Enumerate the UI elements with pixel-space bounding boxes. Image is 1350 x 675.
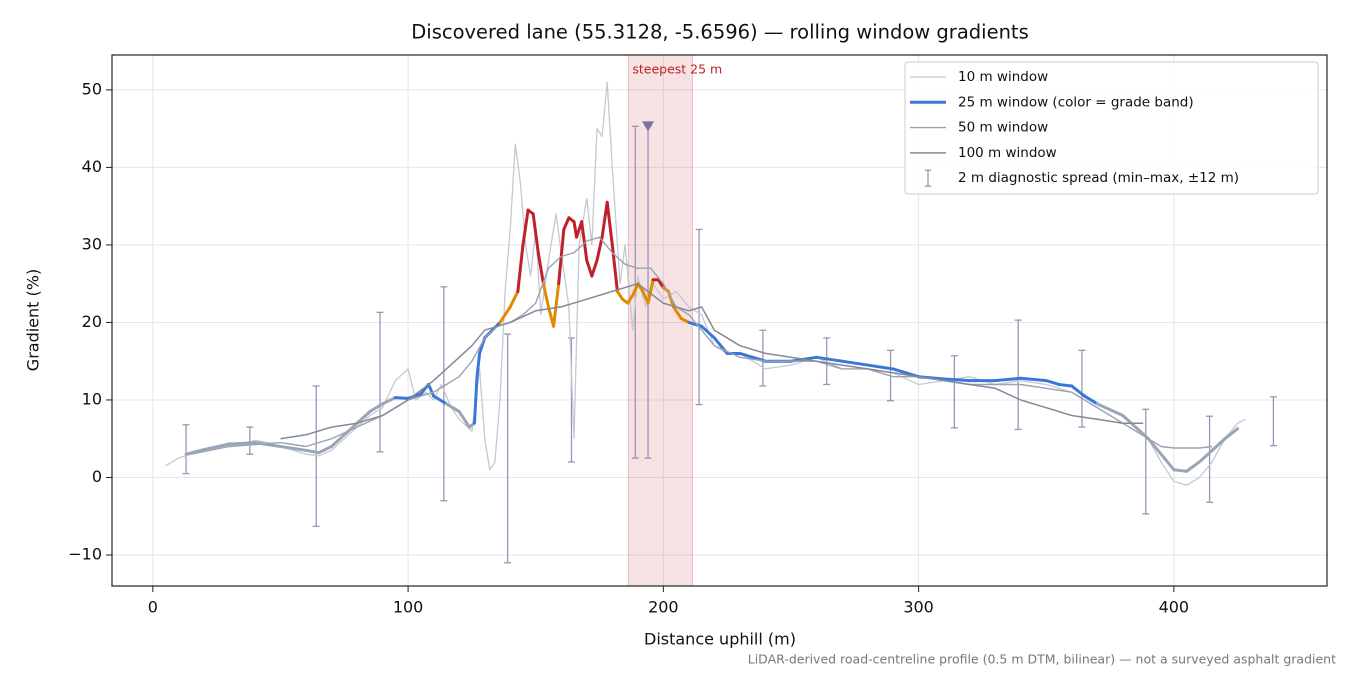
y-tick-label: 0 xyxy=(92,467,102,486)
line-segment xyxy=(202,442,231,452)
line-segment xyxy=(1070,384,1087,398)
line-segment xyxy=(610,243,619,293)
y-tick-label: 30 xyxy=(82,234,102,253)
line-segment xyxy=(942,377,972,383)
line-segment xyxy=(1095,402,1125,417)
line-segment xyxy=(184,448,206,456)
line-segment xyxy=(227,441,257,446)
line-segment xyxy=(866,363,895,371)
line-segment xyxy=(738,351,755,359)
line-segment xyxy=(656,278,665,290)
line-segment xyxy=(595,235,604,262)
y-tick-label: 50 xyxy=(82,79,102,98)
steepest-marker xyxy=(642,121,655,132)
footnote: LiDAR-derived road-centreline profile (0… xyxy=(748,652,1336,667)
line-segment xyxy=(536,251,545,286)
line-segment xyxy=(1044,379,1061,386)
line-segment xyxy=(457,410,471,429)
line-segment xyxy=(814,355,844,363)
line-segment xyxy=(1223,427,1240,441)
legend-label: 50 m window xyxy=(958,120,1048,136)
line-segment xyxy=(840,359,870,367)
line-segment xyxy=(600,200,609,239)
line-segment xyxy=(531,212,540,255)
line-segment xyxy=(472,375,479,425)
line xyxy=(280,282,1144,440)
x-tick-label: 0 xyxy=(148,598,158,617)
line xyxy=(165,81,1246,486)
x-tick-label: 200 xyxy=(648,598,679,617)
line-segment xyxy=(1172,468,1189,473)
line-segment xyxy=(1159,452,1176,472)
line-segment xyxy=(562,216,571,231)
line-segment xyxy=(253,441,282,448)
line-segment xyxy=(605,200,614,247)
chart-title: Discovered lane (55.3128, -5.6596) — rol… xyxy=(411,21,1028,44)
line-segment xyxy=(1057,382,1074,388)
line-segment xyxy=(552,282,561,328)
line-segment xyxy=(615,289,625,301)
legend-label: 25 m window (color = grade band) xyxy=(958,94,1194,110)
legend-label: 100 m window xyxy=(958,145,1057,161)
x-axis-label: Distance uphill (m) xyxy=(644,630,796,649)
line-segment xyxy=(672,305,683,321)
line-segment xyxy=(631,282,640,297)
y-tick-label: 20 xyxy=(82,312,102,331)
line-segment xyxy=(1197,448,1214,464)
line-segment xyxy=(368,402,385,414)
x-tick-label: 400 xyxy=(1159,598,1190,617)
line-segment xyxy=(278,444,308,452)
line-segment xyxy=(1146,437,1163,456)
line-segment xyxy=(580,220,589,262)
line-segment xyxy=(646,278,655,305)
y-axis-label: Gradient (%) xyxy=(24,269,43,371)
line xyxy=(190,236,1213,455)
line-segment xyxy=(475,351,482,379)
line-segment xyxy=(1121,413,1150,441)
line-segment xyxy=(590,258,599,278)
line-segment xyxy=(432,394,448,406)
line-segment xyxy=(444,402,461,414)
y-tick-label: 10 xyxy=(82,389,102,408)
line-segment xyxy=(585,258,594,278)
line-segment xyxy=(1210,437,1227,452)
line-segment xyxy=(330,433,346,448)
line-segment xyxy=(1019,376,1048,383)
line-segment xyxy=(393,396,410,400)
y-tick-label: −10 xyxy=(68,544,102,563)
legend-label: 10 m window xyxy=(958,69,1048,85)
line-segment xyxy=(498,305,512,324)
line-segment xyxy=(993,376,1023,383)
x-tick-label: 300 xyxy=(903,598,934,617)
line-segment xyxy=(508,289,520,309)
line-segment xyxy=(1083,394,1099,406)
line-segment xyxy=(427,382,436,398)
line-segment xyxy=(700,324,716,340)
line-segment xyxy=(342,421,359,437)
x-tick-label: 100 xyxy=(393,598,424,617)
line-segment xyxy=(626,293,635,305)
line-segment xyxy=(381,396,397,406)
line-segment xyxy=(687,320,704,328)
legend-label: 2 m diagnostic spread (min–max, ±12 m) xyxy=(958,170,1239,186)
legend-box xyxy=(904,61,1319,195)
line-segment xyxy=(355,410,372,425)
line-segment xyxy=(304,448,321,455)
line-segment xyxy=(317,444,334,455)
line-segment xyxy=(1185,460,1201,473)
line-segment xyxy=(521,208,530,247)
line-segment xyxy=(541,282,550,309)
steepest-label: steepest 25 m xyxy=(632,62,722,77)
plot-frame xyxy=(111,54,1328,587)
y-tick-label: 40 xyxy=(82,157,102,176)
line-segment xyxy=(516,243,525,293)
